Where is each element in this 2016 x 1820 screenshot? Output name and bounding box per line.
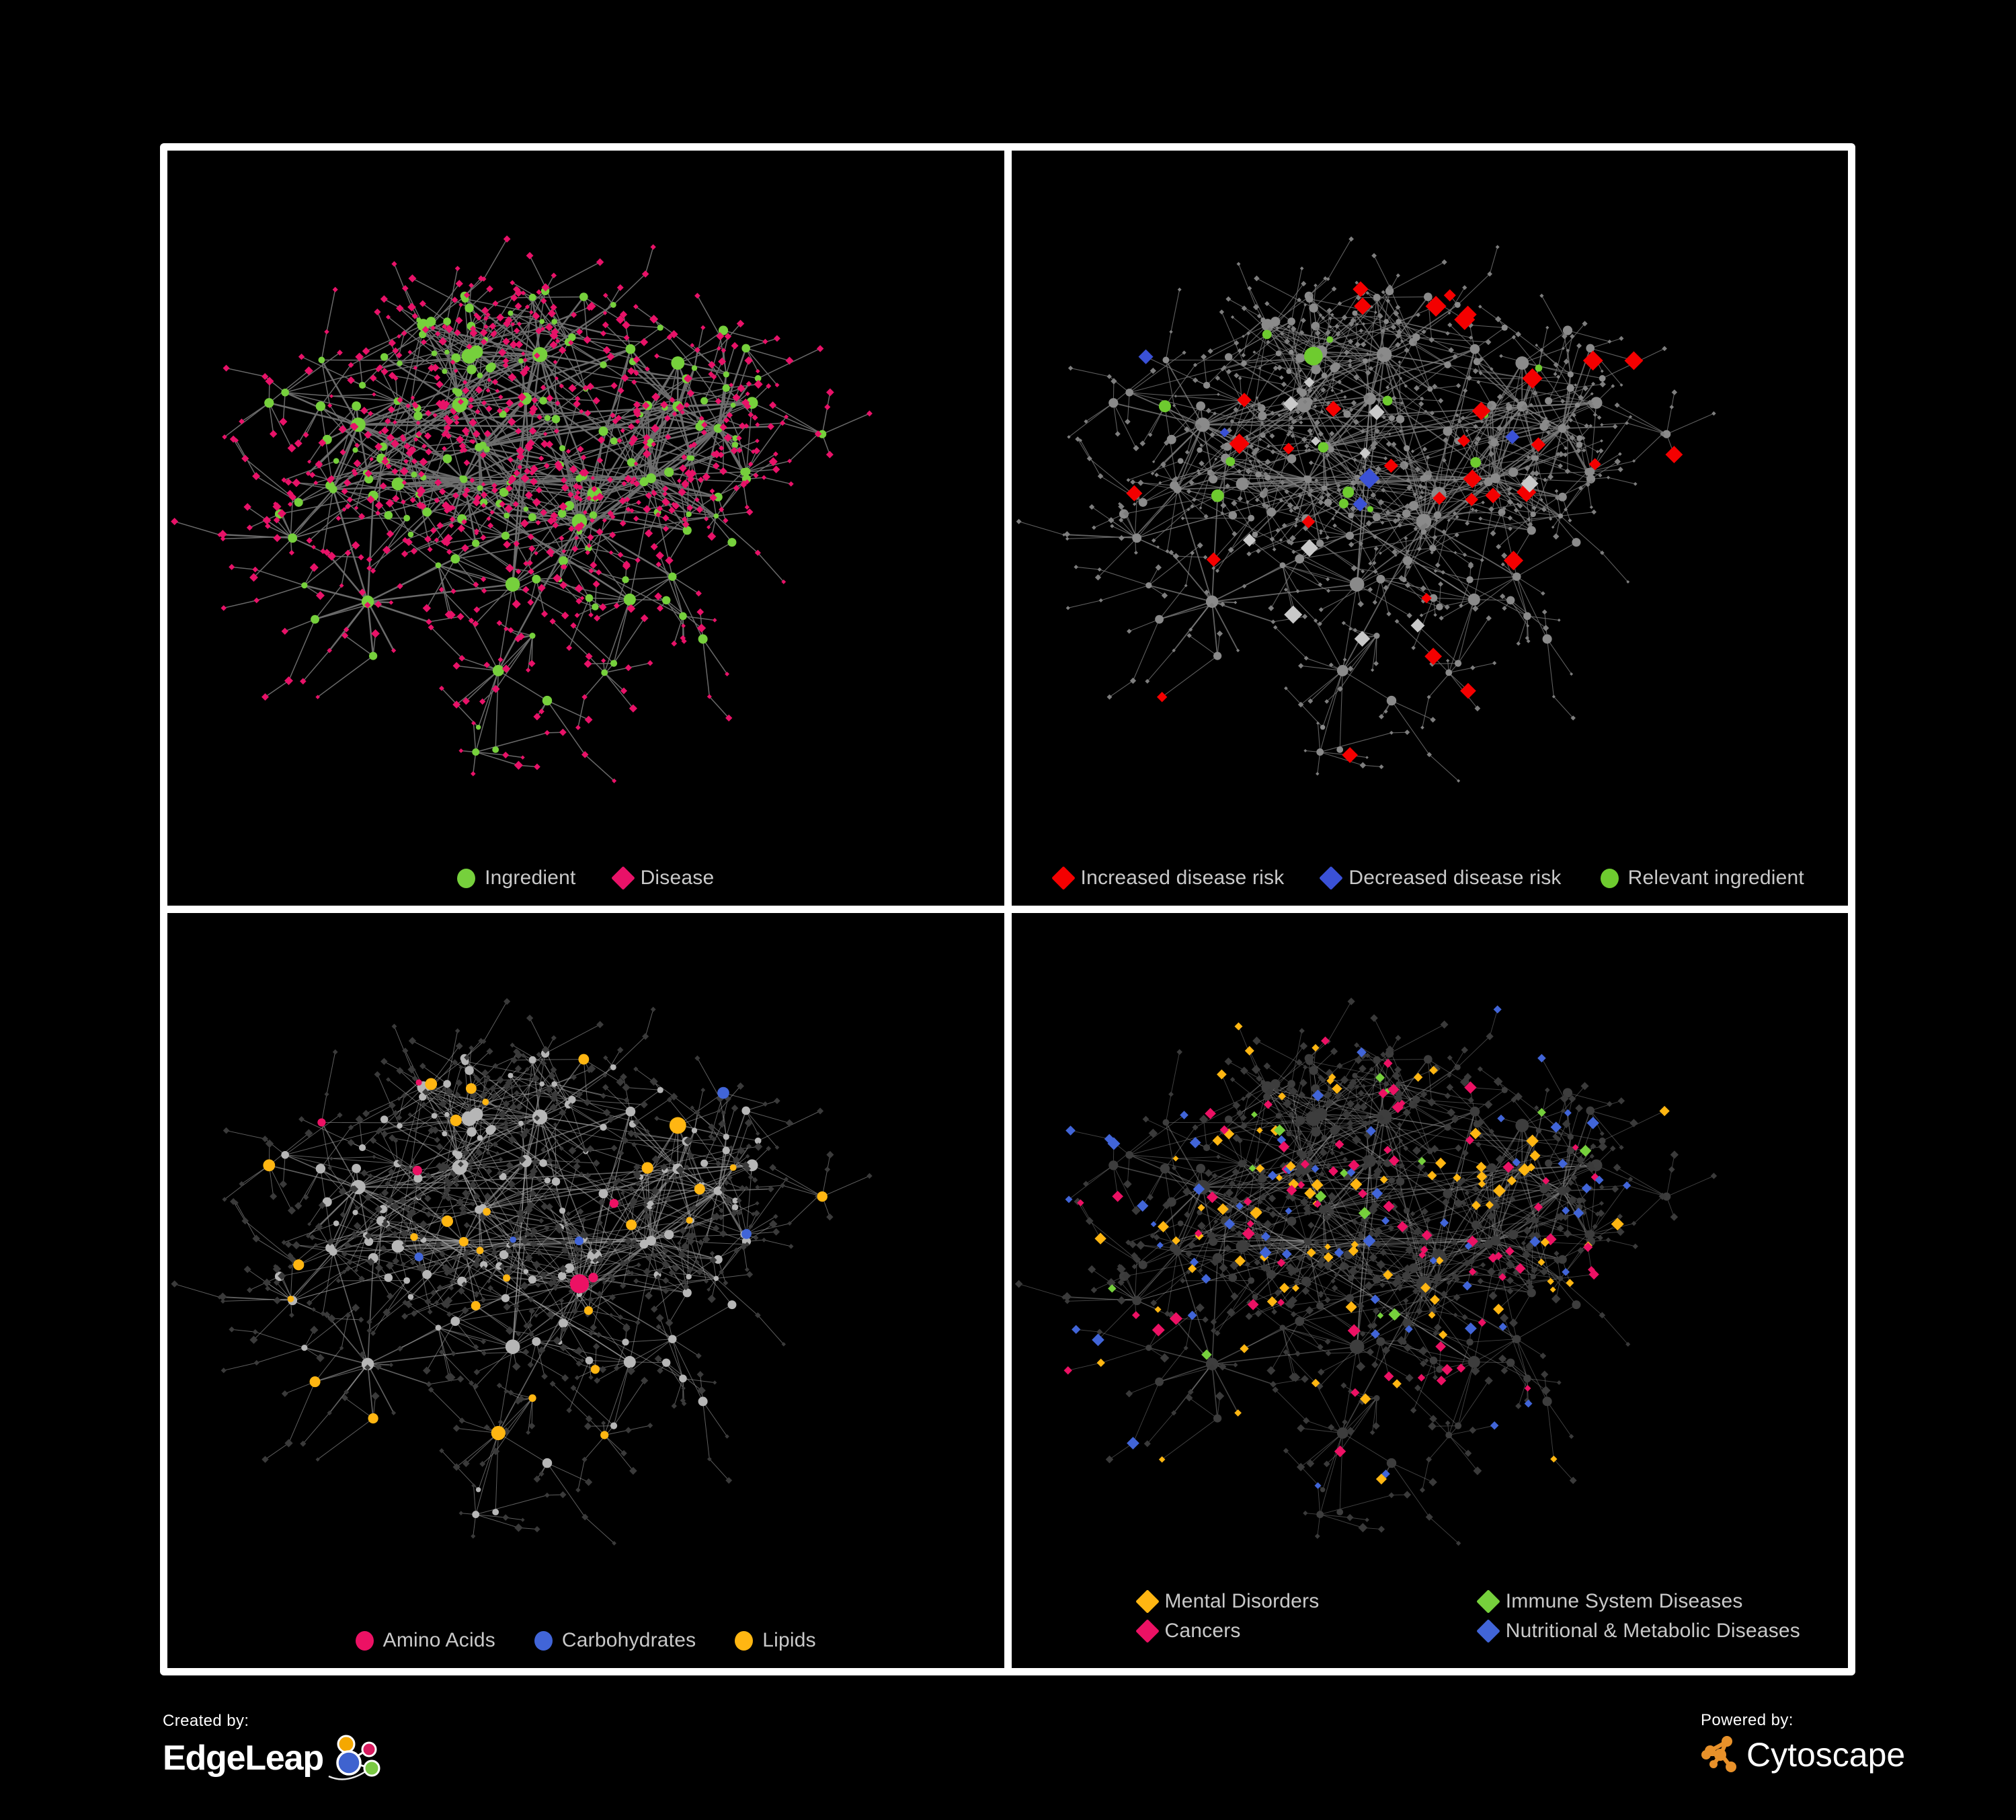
edgeleap-graph-icon xyxy=(328,1735,380,1780)
legend-panel-2: Increased disease risk Decreased disease… xyxy=(1012,866,1849,890)
cytoscape-graph-icon xyxy=(1701,1736,1736,1772)
legend-label: Disease xyxy=(640,867,715,889)
legend-item-immune-system-diseases[interactable]: Immune System Diseases xyxy=(1476,1589,1821,1614)
legend-item-carbohydrates[interactable]: Carbohydrates xyxy=(534,1630,696,1651)
amino-acids-circle-icon xyxy=(355,1630,374,1651)
powered-by-kicker: Powered by: xyxy=(1701,1711,1793,1729)
panel-ingredient-disease[interactable]: Ingredient Disease xyxy=(167,151,1004,906)
network-canvas-1[interactable] xyxy=(167,151,1004,906)
edgeleap-wordmark: EdgeLeap xyxy=(163,1739,324,1778)
disease-diamond-icon xyxy=(610,866,635,890)
legend-item-mental-disorders[interactable]: Mental Disorders xyxy=(1135,1589,1480,1614)
legend-item-increased-risk[interactable]: Increased disease risk xyxy=(1051,866,1285,890)
relevant-ingredient-circle-icon xyxy=(1600,868,1619,888)
increased-risk-diamond-icon xyxy=(1051,866,1076,890)
legend-item-amino-acids[interactable]: Amino Acids xyxy=(355,1629,495,1651)
panel-disease-risk[interactable]: Increased disease risk Decreased disease… xyxy=(1011,151,1849,906)
legend-item-relevant-ingredient[interactable]: Relevant ingredient xyxy=(1600,867,1804,889)
cancers-diamond-icon xyxy=(1135,1619,1160,1643)
immune-system-diseases-diamond-icon xyxy=(1476,1589,1500,1614)
legend-label: Amino Acids xyxy=(382,1629,495,1651)
legend-panel-3: Amino Acids Carbohydrates Lipids xyxy=(167,1630,1004,1651)
network-canvas-4[interactable] xyxy=(1012,913,1849,1668)
legend-label: Carbohydrates xyxy=(561,1629,696,1651)
panel-ingredient-classes[interactable]: Amino Acids Carbohydrates Lipids xyxy=(167,913,1004,1668)
legend-panel-1: Ingredient Disease xyxy=(167,866,1004,890)
legend-item-nutritional-metabolic[interactable]: Nutritional & Metabolic Diseases xyxy=(1476,1619,1821,1643)
legend-label: Ingredient xyxy=(485,867,576,889)
network-canvas-2[interactable] xyxy=(1012,151,1849,906)
legend-label: Mental Disorders xyxy=(1164,1590,1320,1612)
legend-item-decreased-risk[interactable]: Decreased disease risk xyxy=(1319,866,1562,890)
decreased-risk-diamond-icon xyxy=(1319,866,1344,890)
network-canvas-3[interactable] xyxy=(167,913,1004,1668)
legend-label: Decreased disease risk xyxy=(1348,867,1562,889)
mental-disorders-diamond-icon xyxy=(1135,1589,1160,1614)
panel-disease-classes[interactable]: Mental Disorders Immune System Diseases … xyxy=(1011,913,1849,1668)
edgeleap-logo-row: EdgeLeap xyxy=(163,1735,391,1782)
nutritional-metabolic-diamond-icon xyxy=(1476,1619,1500,1643)
legend-item-ingredient[interactable]: Ingredient xyxy=(457,868,575,888)
lipids-circle-icon xyxy=(735,1630,754,1651)
carbohydrates-circle-icon xyxy=(534,1630,553,1651)
legend-label: Lipids xyxy=(762,1629,816,1651)
legend-panel-4: Mental Disorders Immune System Diseases … xyxy=(1012,1589,1849,1651)
legend-item-lipids[interactable]: Lipids xyxy=(735,1630,816,1651)
legend-label: Relevant ingredient xyxy=(1627,867,1804,889)
legend-item-cancers[interactable]: Cancers xyxy=(1135,1619,1480,1643)
legend-label: Increased disease risk xyxy=(1080,867,1285,889)
legend-label: Immune System Diseases xyxy=(1505,1590,1743,1612)
ingredient-circle-icon xyxy=(457,868,476,888)
legend-label: Cancers xyxy=(1164,1620,1241,1642)
created-by-brand: Created by: EdgeLeap xyxy=(163,1712,391,1782)
created-by-kicker: Created by: xyxy=(163,1712,249,1730)
panel-grid: Ingredient Disease Increased disease ris… xyxy=(160,143,1855,1675)
legend-label: Nutritional & Metabolic Diseases xyxy=(1505,1620,1801,1642)
powered-by-brand: Powered by: Cytoscape xyxy=(1701,1711,1905,1776)
cytoscape-logo-row: Cytoscape xyxy=(1701,1734,1905,1776)
legend-item-disease[interactable]: Disease xyxy=(610,866,715,890)
cytoscape-wordmark: Cytoscape xyxy=(1746,1736,1906,1774)
